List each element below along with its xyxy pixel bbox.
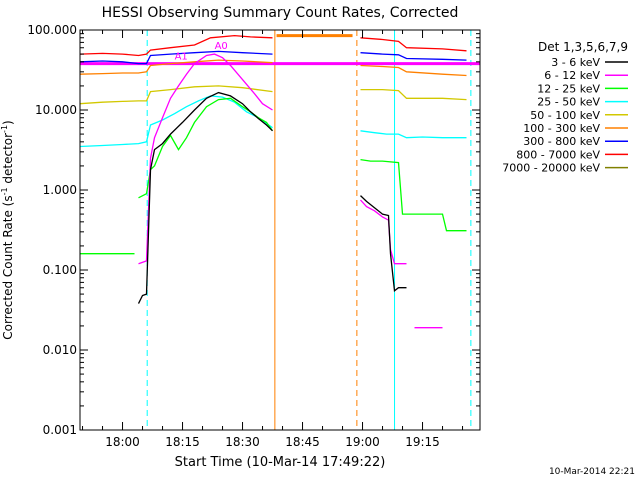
legend-label-12-25-kev: 12 - 25 keV <box>537 82 600 95</box>
y-axis-label-sup1: -1 <box>0 187 9 195</box>
y-tick-label-4: 10.000 <box>35 103 77 117</box>
x-axis-label: Start Time (10-Mar-14 17:49:22) <box>175 455 386 470</box>
x-tick-label-2: 18:30 <box>225 435 260 449</box>
series-25-50-kev-segment-0 <box>79 95 273 148</box>
series-lines <box>79 34 467 329</box>
chart-title: HESSI Observing Summary Count Rates, Cor… <box>102 5 459 21</box>
legend-label-3-6-kev: 3 - 6 keV <box>551 56 600 69</box>
plot-frame <box>79 29 481 431</box>
annotation-1: A0 <box>215 41 228 52</box>
series-25-50-kev-segment-1 <box>360 130 467 139</box>
x-tick-label-3: 18:45 <box>285 435 320 449</box>
vertical-markers <box>79 30 472 430</box>
series-50-100-kev-segment-1 <box>360 88 467 101</box>
y-axis-label-mid: detector <box>1 133 15 188</box>
legend-label-25-50-kev: 25 - 50 keV <box>537 96 600 109</box>
footer-timestamp: 10-Mar-2014 22:21 <box>549 467 635 477</box>
y-axis-label-main: Corrected Count Rate (s <box>1 195 15 339</box>
series-6-12-kev-segment-1 <box>360 199 407 265</box>
legend-label-100-300-kev: 100 - 300 keV <box>523 122 600 135</box>
y-tick-label-2: 0.100 <box>43 263 77 277</box>
series-12-25-kev-segment-2 <box>360 158 467 232</box>
axes: 0.001 0.010 0.100 1.000 10.000 100.000 18:00 18… <box>27 23 480 449</box>
x-tick-label-1: 18:15 <box>165 435 200 449</box>
series-6-12-kev-segment-0 <box>138 53 273 265</box>
y-tick-label-5: 100.000 <box>27 23 77 37</box>
y-axis-label-sup2: -1 <box>0 125 9 133</box>
x-tick-label-5: 19:15 <box>405 435 440 449</box>
y-tick-label-1: 0.010 <box>43 343 77 357</box>
legend-label-6-12-kev: 6 - 12 keV <box>544 69 600 82</box>
x-tick-label-0: 18:00 <box>105 435 140 449</box>
annotation-0: A1 <box>175 51 188 62</box>
series-800-7000-kev-segment-1 <box>360 37 467 52</box>
y-axis-label: Corrected Count Rate (s-1 detector-1) <box>0 120 15 339</box>
series-300-800-kev-segment-0 <box>79 50 273 65</box>
legend-label-800-7000-kev: 800 - 7000 keV <box>516 148 600 161</box>
legend-title: Det 1,3,5,6,7,9 <box>538 40 628 54</box>
annotations: A1 A0 <box>175 41 228 62</box>
legend-label-50-100-kev: 50 - 100 keV <box>530 109 600 122</box>
legend-label-7000-20000-kev: 7000 - 20000 keV <box>502 162 600 175</box>
series-100-300-kev-segment-0 <box>79 59 273 75</box>
y-tick-label-0: 0.001 <box>43 423 77 437</box>
series-800-7000-kev-segment-0 <box>79 34 273 57</box>
series-3-6-kev-segment-1 <box>360 195 407 293</box>
x-tick-label-4: 19:00 <box>345 435 380 449</box>
y-axis-label-end: ) <box>1 120 15 125</box>
legend-label-300-800-kev: 300 - 800 keV <box>523 135 600 148</box>
series-300-800-kev-segment-1 <box>360 52 467 61</box>
series-3-6-kev-segment-0 <box>137 91 273 304</box>
y-tick-label-3: 1.000 <box>43 183 77 197</box>
series-50-100-kev-segment-0 <box>79 85 273 105</box>
series-100-300-kev-segment-1 <box>360 64 467 77</box>
